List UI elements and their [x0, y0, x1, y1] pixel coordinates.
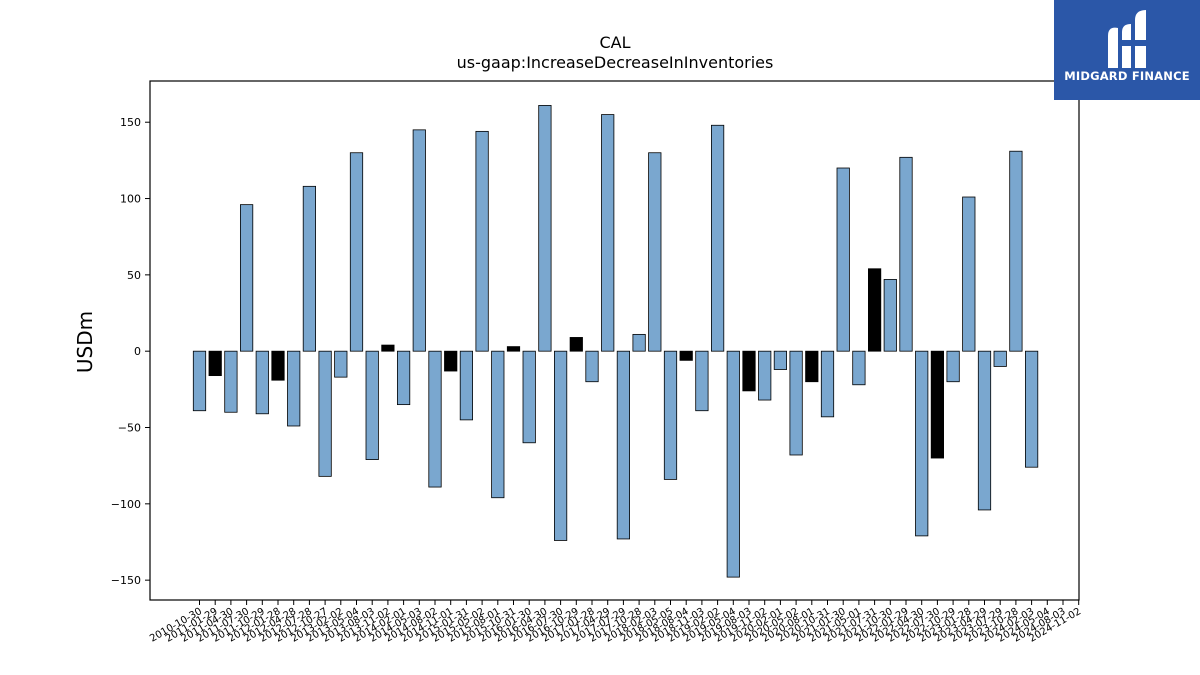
plot-frame [149, 80, 1080, 601]
chart-subtitle: us-gaap:IncreaseDecreaseInInventories [457, 53, 774, 72]
bar-2018-08-04 [679, 350, 693, 361]
y-tick-label: 100 [120, 193, 141, 206]
bar-2017-04-29 [601, 114, 615, 352]
bar-2011-04-30 [224, 350, 238, 413]
x-axis: 2010-10-302011-01-292011-04-302011-07-30… [148, 600, 1083, 645]
bar-2015-05-02 [475, 130, 489, 352]
bar-2013-11-02 [381, 344, 395, 352]
bar-2024-02-03 [1025, 350, 1039, 468]
bar-2012-01-28 [271, 350, 285, 381]
brand-name: MIDGARD FINANCE [1064, 69, 1190, 83]
bar-2015-08-01 [491, 350, 505, 499]
bar-2023-07-29 [993, 350, 1007, 367]
bar-2020-08-01 [805, 350, 819, 383]
bar-2013-08-03 [365, 350, 379, 460]
bar-2016-07-30 [554, 350, 568, 541]
bar-2017-07-29 [616, 350, 631, 540]
bar-2020-02-01 [773, 350, 788, 370]
bar-2014-08-02 [428, 350, 442, 488]
bar-2023-01-28 [962, 196, 976, 352]
bar-2012-10-27 [318, 350, 332, 477]
y-tick-label: −150 [111, 574, 141, 587]
bar-2011-07-30 [239, 204, 254, 352]
bar-2017-10-28 [632, 333, 646, 352]
bar-2019-02-02 [711, 124, 725, 352]
bar-2017-01-28 [585, 350, 599, 383]
y-tick-label: −100 [111, 498, 141, 511]
bar-2013-02-02 [334, 350, 348, 378]
bar-2019-08-03 [742, 350, 756, 392]
bar-2021-10-30 [883, 279, 897, 352]
bar-2021-05-01 [852, 350, 866, 386]
bar-2022-07-30 [930, 350, 945, 459]
bar-2014-02-01 [396, 350, 411, 406]
bar-2015-01-31 [459, 350, 474, 421]
bar-2019-05-04 [726, 350, 740, 578]
bar-2010-10-30 [192, 350, 207, 412]
bar-2012-04-28 [287, 350, 301, 427]
bar-2022-01-29 [899, 156, 913, 352]
bar-2020-10-31 [820, 350, 835, 418]
y-axis: −150 −100 −50 0 50 100 150 [111, 116, 150, 587]
bar-2020-05-02 [789, 350, 803, 456]
bar-2016-10-29 [569, 337, 583, 352]
y-tick-label: 150 [120, 116, 141, 129]
bar-2015-10-31 [506, 346, 521, 352]
bar-2012-07-28 [302, 185, 317, 352]
bar-2016-04-30 [538, 105, 552, 352]
bar-2018-05-05 [663, 350, 678, 480]
midgard-m-logo-icon [1108, 10, 1146, 68]
bar-2019-11-02 [758, 350, 772, 401]
bar-2022-04-30 [915, 350, 929, 537]
bar-2016-01-30 [522, 350, 536, 444]
bar-2014-11-01 [444, 350, 458, 372]
bar-2018-02-03 [648, 152, 662, 352]
bar-2021-07-31 [868, 268, 882, 352]
y-tick-label: 0 [134, 345, 141, 358]
brand-logo: MIDGARD FINANCE [1054, 0, 1200, 100]
y-axis-label: USDm [73, 311, 97, 373]
bar-2023-10-28 [1009, 150, 1023, 352]
bars-group [192, 105, 1039, 578]
y-tick-label: 50 [127, 269, 141, 282]
bar-2018-11-03 [695, 350, 709, 412]
bar-2021-01-30 [836, 167, 850, 352]
bar-2013-05-04 [349, 152, 364, 352]
bar-2023-04-29 [977, 350, 992, 511]
chart-title: CAL [599, 33, 630, 52]
bar-2014-05-03 [412, 129, 426, 352]
bar-2011-01-29 [208, 350, 222, 377]
bar-2022-10-29 [946, 350, 960, 383]
bar-2011-10-29 [255, 350, 269, 415]
y-tick-label: −50 [118, 422, 141, 435]
